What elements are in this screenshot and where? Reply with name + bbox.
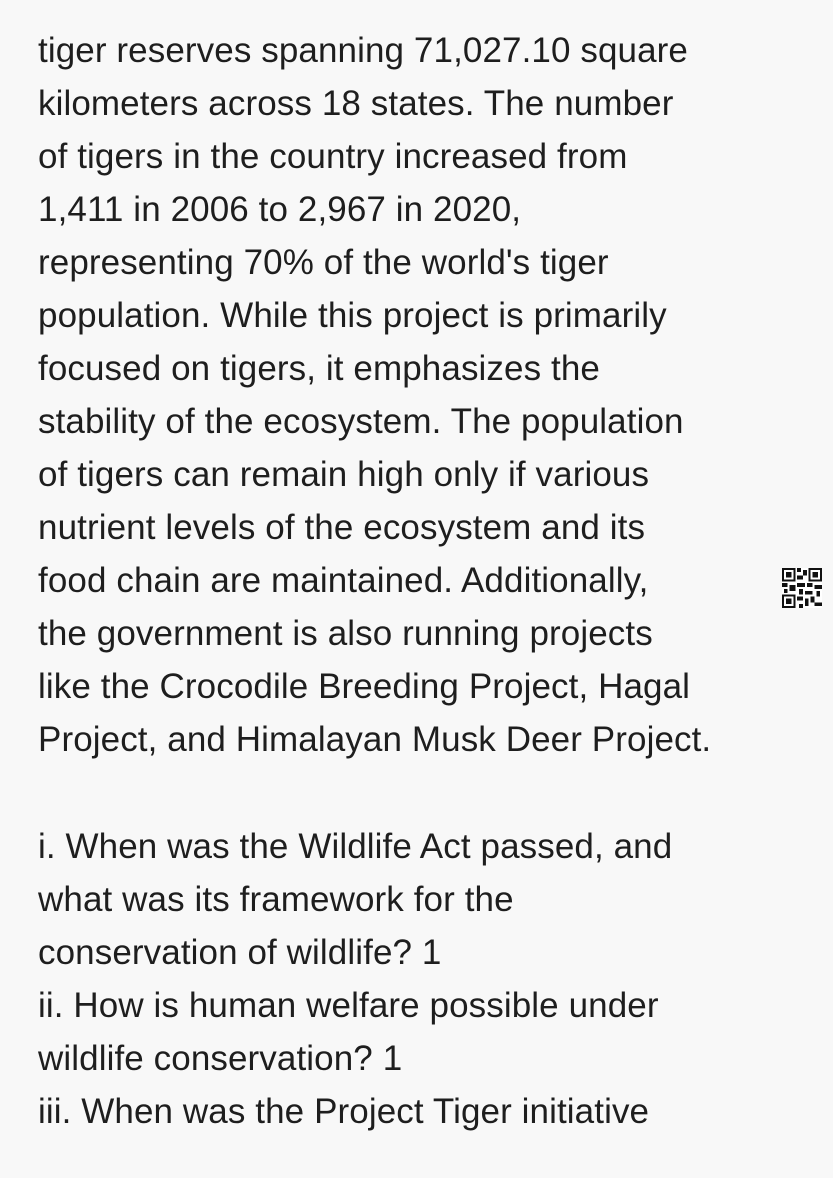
passage-line: focused on tigers, it emphasizes the — [38, 349, 600, 388]
passage-line: the government is also running projects — [38, 614, 653, 653]
passage-line: of tigers can remain high only if variou… — [38, 455, 650, 494]
passage-line: representing 70% of the world's tiger — [38, 243, 609, 282]
question-line: wildlife conservation? 1 — [38, 1039, 403, 1078]
question-line: conservation of wildlife? 1 — [38, 933, 442, 972]
question-line: what was its framework for the — [38, 880, 514, 919]
passage-line: stability of the ecosystem. The populati… — [38, 402, 684, 441]
passage-line: like the Crocodile Breeding Project, Hag… — [38, 667, 691, 706]
question-line: i. When was the Wildlife Act passed, and — [38, 827, 673, 866]
qr-code-icon — [782, 568, 822, 608]
passage-line: of tigers in the country increased from — [38, 137, 628, 176]
passage-line: food chain are maintained. Additionally, — [38, 561, 649, 600]
passage-line: Project, and Himalayan Musk Deer Project… — [38, 720, 712, 759]
passage-line: tiger reserves spanning 71,027.10 square — [38, 31, 688, 70]
passage-line: nutrient levels of the ecosystem and its — [38, 508, 646, 547]
passage-line: population. While this project is primar… — [38, 296, 667, 335]
question-line: ii. How is human welfare possible under — [38, 986, 659, 1025]
passage-line: kilometers across 18 states. The number — [38, 84, 674, 123]
passage-line: 1,411 in 2006 to 2,967 in 2020, — [38, 190, 522, 229]
question-line: iii. When was the Project Tiger initiati… — [38, 1092, 650, 1131]
